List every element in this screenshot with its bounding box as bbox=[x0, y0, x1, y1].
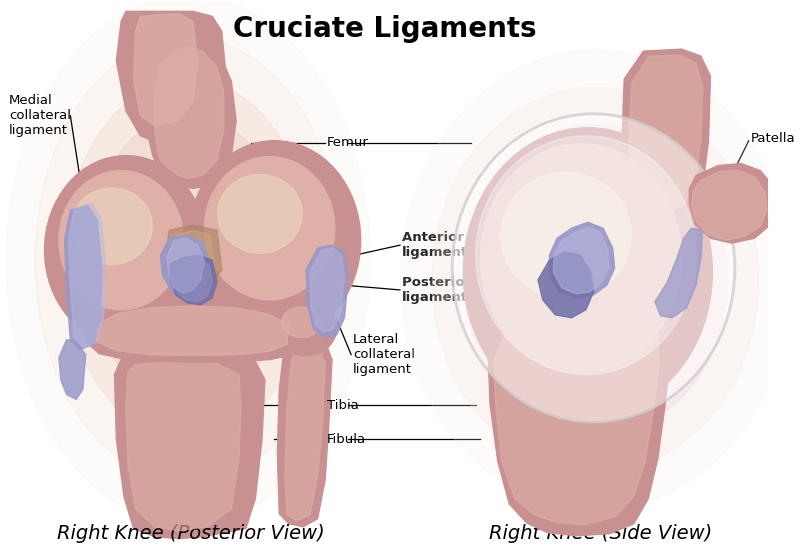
Polygon shape bbox=[65, 206, 102, 350]
Polygon shape bbox=[278, 338, 332, 527]
Ellipse shape bbox=[206, 166, 318, 275]
Text: Cruciate Ligaments: Cruciate Ligaments bbox=[233, 16, 537, 43]
Polygon shape bbox=[134, 13, 198, 126]
Text: Fibula: Fibula bbox=[327, 433, 366, 445]
Polygon shape bbox=[174, 260, 212, 302]
Ellipse shape bbox=[218, 175, 302, 253]
Polygon shape bbox=[172, 230, 214, 283]
Text: Posterior cruciate
ligament: Posterior cruciate ligament bbox=[402, 276, 537, 304]
Polygon shape bbox=[285, 345, 326, 521]
Ellipse shape bbox=[71, 188, 152, 265]
Polygon shape bbox=[86, 297, 308, 362]
Ellipse shape bbox=[481, 143, 682, 372]
Ellipse shape bbox=[88, 114, 289, 406]
Polygon shape bbox=[690, 163, 776, 243]
Ellipse shape bbox=[61, 179, 166, 283]
Ellipse shape bbox=[476, 136, 696, 375]
Polygon shape bbox=[98, 306, 289, 356]
Polygon shape bbox=[655, 228, 702, 318]
Text: Tibia: Tibia bbox=[327, 399, 359, 412]
Polygon shape bbox=[170, 255, 217, 305]
Polygon shape bbox=[488, 297, 670, 536]
Ellipse shape bbox=[275, 300, 337, 356]
Ellipse shape bbox=[282, 307, 322, 337]
Polygon shape bbox=[494, 305, 658, 525]
Text: Lateral
collateral
ligament: Lateral collateral ligament bbox=[353, 333, 415, 376]
Ellipse shape bbox=[59, 171, 183, 310]
Polygon shape bbox=[538, 252, 594, 318]
Polygon shape bbox=[154, 47, 224, 178]
Ellipse shape bbox=[35, 37, 342, 483]
Ellipse shape bbox=[488, 164, 650, 322]
Polygon shape bbox=[59, 340, 86, 399]
Polygon shape bbox=[622, 49, 710, 220]
Ellipse shape bbox=[501, 172, 631, 298]
Polygon shape bbox=[550, 222, 614, 298]
Polygon shape bbox=[147, 39, 236, 188]
Ellipse shape bbox=[45, 156, 207, 345]
Text: Anterior cruciate
ligament: Anterior cruciate ligament bbox=[402, 231, 530, 259]
Polygon shape bbox=[114, 357, 265, 538]
Ellipse shape bbox=[205, 157, 335, 300]
Polygon shape bbox=[306, 245, 348, 338]
Text: Medial
collateral
ligament: Medial collateral ligament bbox=[9, 94, 71, 137]
Text: Right Knee (Side View): Right Knee (Side View) bbox=[489, 524, 712, 543]
Polygon shape bbox=[167, 238, 205, 293]
Ellipse shape bbox=[432, 87, 759, 473]
Ellipse shape bbox=[464, 125, 727, 435]
Polygon shape bbox=[629, 55, 702, 213]
Ellipse shape bbox=[6, 0, 370, 525]
Text: Patella: Patella bbox=[750, 132, 795, 145]
Text: Right Knee (Posterior View): Right Knee (Posterior View) bbox=[58, 524, 325, 543]
Polygon shape bbox=[310, 248, 345, 332]
Polygon shape bbox=[161, 235, 210, 298]
Ellipse shape bbox=[452, 114, 735, 422]
Polygon shape bbox=[554, 227, 609, 294]
Polygon shape bbox=[116, 11, 226, 146]
Ellipse shape bbox=[463, 128, 712, 416]
Ellipse shape bbox=[188, 141, 361, 340]
Text: Femur: Femur bbox=[327, 136, 369, 149]
Polygon shape bbox=[69, 203, 106, 348]
Ellipse shape bbox=[401, 50, 790, 510]
Ellipse shape bbox=[64, 79, 313, 441]
Polygon shape bbox=[126, 362, 241, 531]
Polygon shape bbox=[691, 171, 767, 240]
Polygon shape bbox=[164, 225, 222, 295]
